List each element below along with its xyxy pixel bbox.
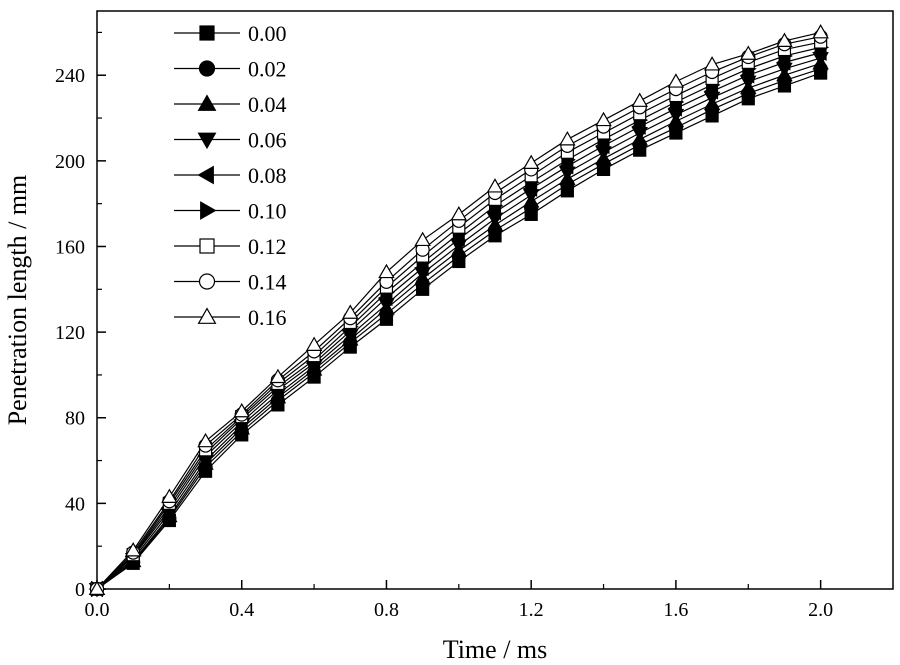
- y-axis-title: Penetration length / mm: [3, 175, 32, 426]
- data-point: [595, 111, 612, 127]
- data-point: [197, 432, 214, 448]
- legend-label: 0.00: [248, 21, 287, 46]
- legend-label: 0.08: [248, 163, 287, 188]
- legend-marker: [199, 238, 215, 254]
- series-line-0.00: [96, 72, 821, 590]
- y-tick-label: 120: [55, 322, 85, 344]
- data-point: [812, 23, 829, 39]
- data-point: [88, 580, 106, 596]
- x-tick-label: 1.6: [663, 599, 688, 621]
- series-markers-0.00: [90, 66, 828, 596]
- legend-label: 0.14: [248, 270, 287, 295]
- series-markers-0.02: [89, 61, 828, 597]
- y-tick-label: 80: [65, 408, 85, 430]
- y-tick-label: 160: [55, 236, 85, 258]
- legend-label: 0.16: [248, 305, 287, 330]
- plot-frame: [96, 10, 894, 590]
- data-point: [233, 402, 250, 418]
- y-tick-label: 0: [75, 579, 85, 601]
- legend-marker: [198, 60, 216, 77]
- data-point: [703, 56, 721, 71]
- legend-label: 0.02: [248, 57, 287, 82]
- legend-label: 0.06: [248, 128, 287, 153]
- legend-label: 0.10: [248, 199, 287, 224]
- data-point: [631, 92, 648, 107]
- data-point: [559, 131, 576, 146]
- legend-label: 0.12: [248, 234, 287, 259]
- data-point: [667, 73, 685, 88]
- data-point: [486, 178, 504, 193]
- legend: 0.00 0.02 0.04 0.06 0.08 0.10 0.12 0.14 0.16: [174, 21, 287, 330]
- data-point: [124, 542, 142, 557]
- data-point: [740, 45, 757, 60]
- legend-label: 0.04: [248, 92, 287, 117]
- legend-marker: [197, 132, 217, 150]
- series-layer: [88, 23, 830, 598]
- legend-marker: [197, 94, 217, 111]
- y-tick-label: 240: [55, 65, 85, 87]
- x-tick-label: 2.0: [808, 599, 833, 621]
- data-point: [378, 263, 395, 279]
- data-point: [450, 205, 468, 221]
- x-tick-label: 1.2: [519, 599, 544, 621]
- data-point: [269, 368, 287, 384]
- data-point: [776, 32, 793, 47]
- legend-marker: [198, 273, 216, 290]
- series-line-0.02: [96, 68, 821, 590]
- legend-marker: [197, 307, 217, 324]
- legend-marker: [197, 165, 214, 185]
- legend-marker: [200, 201, 217, 220]
- data-point: [342, 304, 359, 319]
- y-tick-label: 200: [55, 151, 85, 173]
- x-axis-title: Time / ms: [443, 635, 548, 664]
- data-point: [522, 154, 540, 169]
- series-markers-0.16: [88, 23, 829, 596]
- x-tick-label: 0.4: [229, 599, 254, 621]
- data-point: [305, 336, 323, 351]
- x-tick-label: 0.8: [374, 599, 399, 621]
- axis-ticks: 0.0 0.4 0.8 1.2 1.6 2.0 0 40 80 120 160 200 240: [55, 31, 833, 621]
- data-point: [414, 231, 431, 247]
- x-tick-label: 0.0: [85, 599, 110, 621]
- legend-marker: [199, 25, 215, 41]
- data-point: [161, 488, 178, 503]
- y-tick-label: 40: [65, 493, 85, 515]
